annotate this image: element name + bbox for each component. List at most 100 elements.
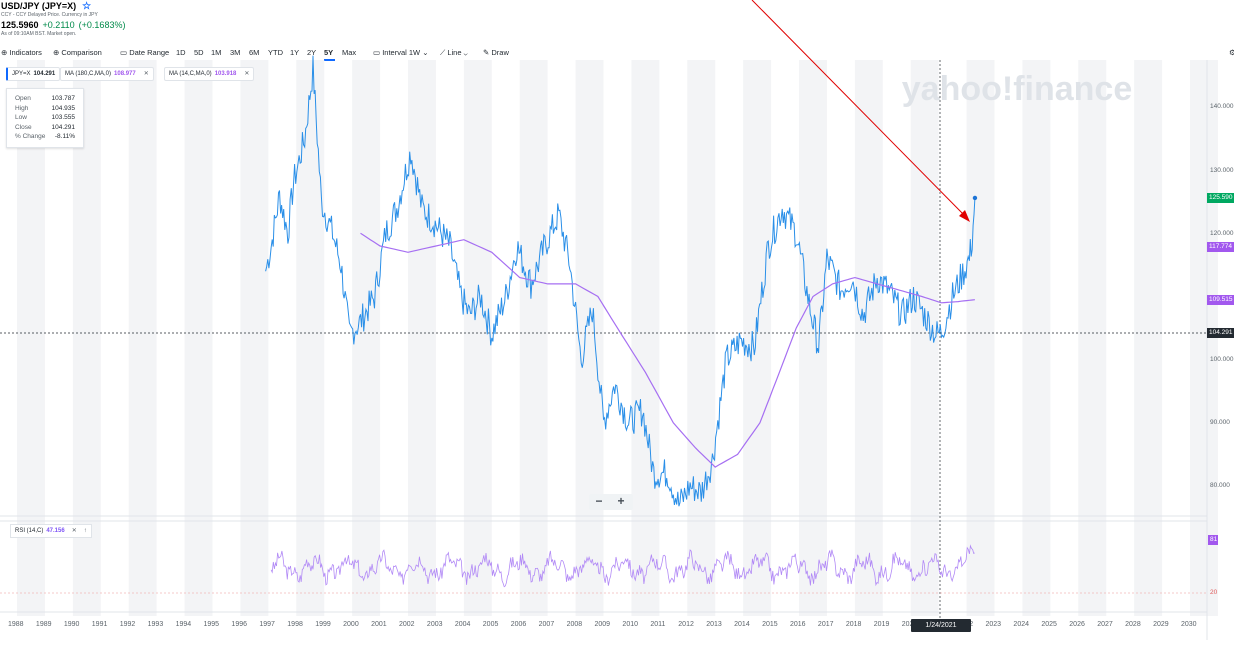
settings-icon[interactable]: ⚙ [1229, 48, 1234, 57]
year-band [687, 60, 716, 616]
y-label-80: 80.000 [1210, 482, 1230, 489]
legend-pill-ma14[interactable]: MA (14,C,MA,0) 103.918 ✕ [164, 67, 255, 81]
market-status: As of 09:10AM BST. Market open. [1, 31, 77, 37]
quote-price: 125.5960 +0.2110 (+0.1683%) [1, 20, 126, 30]
x-tick-label: 2004 [454, 621, 471, 628]
range-1d[interactable]: 1D [176, 48, 186, 57]
x-tick-label: 2003 [426, 621, 443, 628]
year-band [799, 60, 827, 616]
range-5y[interactable]: 5Y [324, 48, 334, 57]
ohlc-row-open: Open 103.787 [15, 95, 75, 102]
x-tick-label: 2007 [538, 621, 555, 628]
ohlc-tooltip: Open 103.787 High 104.935 Low 103.555 Close… [6, 88, 84, 148]
x-tick-label: 2020 [901, 621, 918, 628]
year-band [240, 60, 269, 616]
ohlc-row-close: Close 104.291 [15, 124, 75, 131]
line-type-button[interactable]: ⟋ Line ⌄ [440, 48, 468, 57]
quote-subtitle: CCY - CCY Delayed Price. Currency in JPY [1, 12, 98, 18]
interval-button[interactable]: ▭ Interval 1W ⌄ [373, 48, 429, 57]
last-price-dot [972, 195, 978, 201]
y-label-90: 90.000 [1210, 419, 1230, 426]
pencil-icon: ✎ [483, 48, 490, 57]
rsi-value-tag: 81 [1208, 535, 1218, 545]
x-tick-label: 2012 [678, 621, 694, 628]
x-tick-label: 1999 [315, 621, 331, 628]
x-tick-label: 2008 [566, 621, 583, 628]
comparison-icon: ⊕ [53, 48, 60, 57]
ma-series-line [360, 232, 975, 468]
year-band [352, 60, 381, 616]
x-tick-label: 2015 [762, 621, 778, 628]
zoom-control: − + [589, 494, 633, 510]
y-label-140: 140.000 [1210, 103, 1234, 110]
remove-ma180-icon[interactable]: ✕ [143, 71, 149, 77]
legend-pill-ma180[interactable]: MA (180,C,MA,0) 108.977 ✕ [60, 67, 154, 81]
crosshair-date-label: 1/24/2021 [911, 619, 971, 632]
x-tick-label: 2017 [817, 621, 834, 628]
remove-ma14-icon[interactable]: ✕ [244, 71, 250, 77]
rsi-legend-pill[interactable]: RSI (14,C) 47.156 ✕ ↑ [10, 524, 92, 538]
arrow-up-icon[interactable]: ↑ [83, 528, 87, 534]
year-band [575, 60, 604, 616]
x-tick-label: 2010 [622, 621, 638, 628]
x-tick-label: 2011 [650, 621, 666, 628]
crosshair-price-tag: 104.291 [1207, 328, 1234, 338]
year-band [743, 60, 772, 616]
year-band [463, 60, 492, 616]
x-tick-label: 1988 [8, 621, 24, 628]
ohlc-row-pct-change: % Change -8.11% [15, 133, 75, 140]
year-band [1134, 60, 1163, 616]
range-5d[interactable]: 5D [194, 48, 204, 57]
year-band [910, 60, 939, 616]
x-tick-label: 2029 [1153, 621, 1169, 628]
x-tick-label: 2001 [371, 621, 387, 628]
line-chart-icon: ⟋ [440, 48, 446, 57]
range-6m[interactable]: 6M [249, 48, 260, 57]
x-tick-label: 1993 [147, 621, 164, 628]
x-tick-label: 2006 [510, 621, 527, 628]
year-band [966, 60, 995, 616]
comparison-button[interactable]: ⊕ Comparison [53, 48, 102, 57]
x-tick-label: 2024 [1013, 621, 1029, 628]
x-tick-label: 1992 [119, 621, 136, 628]
year-band [128, 60, 157, 616]
x-tick-label: 2023 [985, 621, 1002, 628]
year-band [72, 60, 101, 616]
x-tick-label: 2028 [1125, 621, 1141, 628]
watchlist-star-icon[interactable]: ☆ [82, 1, 92, 12]
close-icon[interactable]: ✕ [71, 528, 77, 534]
last-price-tag: 125.590 [1207, 193, 1234, 203]
year-band [854, 60, 883, 616]
range-3m[interactable]: 3M [230, 48, 241, 57]
annotation-arrow-line [751, 0, 969, 220]
zoom-out-button[interactable]: − [595, 494, 603, 508]
y-label-100: 100.000 [1210, 356, 1234, 363]
chevron-down-icon: ⌄ [422, 48, 429, 57]
indicators-button[interactable]: ⊕ Indicators [1, 48, 42, 57]
legend-pill-price[interactable]: JPY=X 104.291 [6, 67, 61, 81]
x-tick-label: 1996 [231, 621, 247, 628]
x-tick-label: 2025 [1041, 621, 1057, 628]
range-max[interactable]: Max [342, 48, 357, 57]
year-band [408, 60, 436, 616]
x-tick-label: 1997 [259, 621, 275, 628]
ohlc-row-low: Low 103.555 [15, 114, 75, 121]
x-tick-label: 1991 [91, 621, 108, 628]
annotation-arrowhead [959, 210, 970, 222]
range-2y[interactable]: 2Y [307, 48, 317, 57]
active-range-underline [324, 59, 335, 61]
x-tick-label: 2005 [482, 621, 499, 628]
draw-button[interactable]: ✎ Draw [483, 48, 509, 57]
range-1m[interactable]: 1M [211, 48, 222, 57]
price-series-line [265, 55, 976, 507]
x-tick-label: 2014 [734, 621, 750, 628]
x-tick-label: 2026 [1069, 621, 1085, 628]
range-ytd[interactable]: YTD [268, 48, 283, 57]
date-range-button[interactable]: ▭ Date Range [120, 48, 170, 57]
range-1y[interactable]: 1Y [290, 48, 300, 57]
interval-icon: ▭ [373, 48, 381, 57]
symbol-title: USD/JPY (JPY=X) ☆ [1, 1, 92, 12]
zoom-in-button[interactable]: + [617, 494, 625, 508]
year-band [1190, 60, 1218, 616]
